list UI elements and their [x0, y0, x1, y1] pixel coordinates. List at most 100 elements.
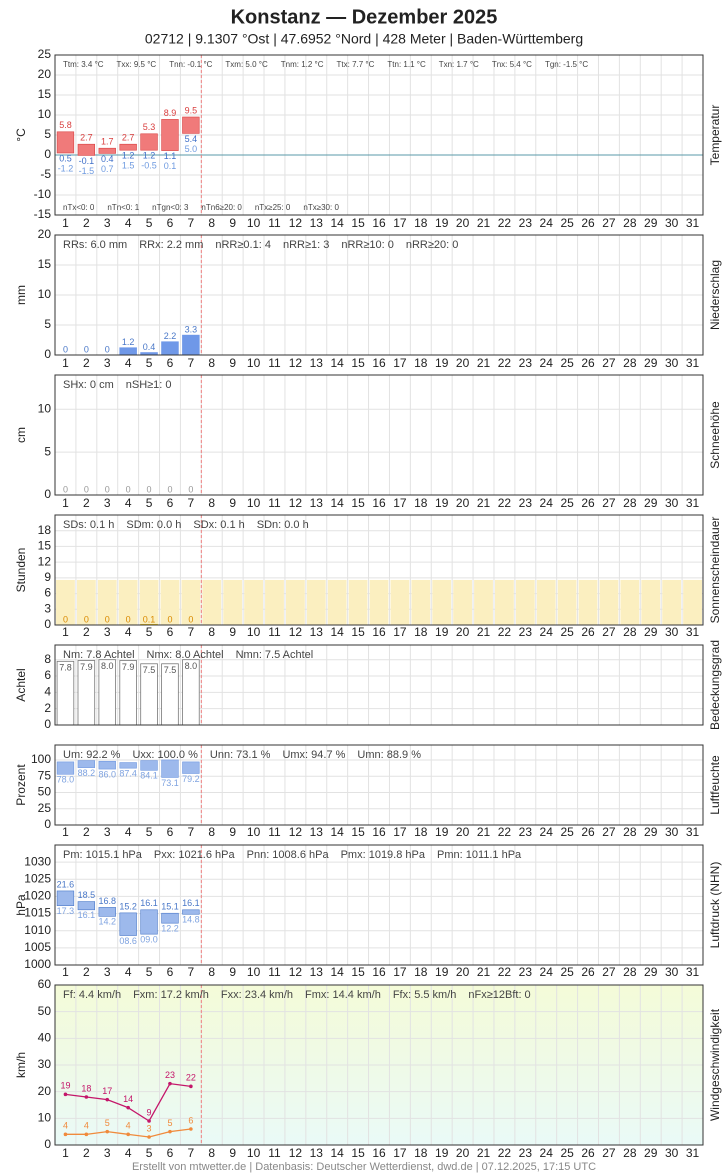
x-tick-label: 29 — [644, 965, 658, 979]
x-tick-label: 20 — [456, 496, 470, 510]
y-tick-label: 4 — [44, 685, 51, 699]
possible-bar — [662, 579, 682, 625]
x-tick-label: 18 — [414, 216, 428, 230]
x-tick-label: 3 — [104, 1146, 111, 1160]
x-tick-label: 27 — [602, 216, 616, 230]
stat: SDx: 0.1 h — [193, 519, 244, 531]
x-tick-label: 26 — [581, 625, 595, 639]
y-tick-label: 2 — [44, 701, 51, 715]
x-tick-label: 20 — [456, 356, 470, 370]
x-tick-label: 21 — [477, 216, 491, 230]
x-tick-label: 3 — [104, 496, 111, 510]
x-tick-label: 17 — [393, 825, 407, 839]
possible-bar — [348, 579, 368, 625]
x-tick-label: 9 — [229, 216, 236, 230]
y-tick-label: 1030 — [24, 854, 51, 868]
panel-border — [54, 374, 704, 496]
value-label: 0 — [126, 614, 131, 624]
y-tick-label: 15 — [38, 257, 52, 271]
x-tick-label: 4 — [125, 625, 132, 639]
x-tick-label: 21 — [477, 625, 491, 639]
stat: Tnx: 5.4 °C — [492, 60, 532, 69]
y-tick-label: 20 — [38, 67, 52, 81]
x-tick-label: 12 — [289, 825, 303, 839]
range-bar — [182, 909, 200, 915]
x-tick-label: 8 — [208, 1146, 215, 1160]
range-bar — [98, 147, 116, 154]
stat: Umx: 94.7 % — [282, 749, 345, 761]
x-tick-label: 6 — [167, 356, 174, 370]
x-tick-label: 5 — [146, 216, 153, 230]
x-tick-label: 15 — [351, 1146, 365, 1160]
y-tick-label: 1025 — [24, 871, 51, 885]
x-tick-label: 12 — [289, 496, 303, 510]
x-tick-label: 16 — [372, 1146, 386, 1160]
x-tick-label: 24 — [540, 825, 554, 839]
stat: RRx: 2.2 mm — [139, 239, 203, 251]
x-tick-label: 5 — [146, 825, 153, 839]
y-tick-label: 40 — [38, 1031, 52, 1045]
x-tick-label: 20 — [456, 625, 470, 639]
y-tick-label: 75 — [38, 768, 52, 782]
y-tick-label: 0 — [44, 617, 51, 631]
stat: Pmx: 1019.8 hPa — [341, 849, 426, 861]
x-tick-label: 7 — [188, 825, 195, 839]
x-tick-label: 10 — [247, 965, 261, 979]
y-tick-label: 0 — [44, 717, 51, 731]
x-tick-label: 8 — [208, 216, 215, 230]
y-tick-label: 10 — [38, 107, 52, 121]
range-bar — [182, 761, 200, 774]
x-tick-label: 18 — [414, 825, 428, 839]
y-tick-label: 25 — [38, 801, 52, 815]
value-label: 17 — [102, 1086, 112, 1096]
panel-border — [54, 54, 704, 216]
x-tick-label: 25 — [560, 965, 574, 979]
x-tick-label: 1 — [62, 356, 69, 370]
x-tick-label: 18 — [414, 356, 428, 370]
y-axis-label: Prozent — [14, 764, 28, 806]
x-tick-label: 29 — [644, 825, 658, 839]
x-tick-label: 3 — [104, 825, 111, 839]
x-tick-label: 2 — [83, 1146, 90, 1160]
value-label: 0 — [167, 614, 172, 624]
stat: Nmn: 7.5 Achtel — [236, 649, 314, 661]
y-tick-label: 100 — [31, 752, 51, 766]
x-tick-label: 22 — [498, 496, 512, 510]
possible-bar — [306, 579, 326, 625]
x-tick-label: 13 — [310, 356, 324, 370]
stat: nRR≥20: 0 — [406, 239, 459, 251]
value-label: 14.8 — [182, 915, 200, 925]
x-tick-label: 11 — [268, 1146, 281, 1160]
x-tick-label: 30 — [665, 965, 679, 979]
x-tick-label: 9 — [229, 965, 236, 979]
x-tick-label: 28 — [623, 496, 637, 510]
panel-border — [54, 234, 704, 356]
x-tick-label: 11 — [268, 625, 281, 639]
x-tick-label: 18 — [414, 965, 428, 979]
value-label: 1.5 — [122, 161, 135, 171]
y-tick-label: 5 — [44, 444, 51, 458]
x-tick-label: 3 — [104, 216, 111, 230]
point — [147, 1119, 151, 1123]
x-tick-label: 6 — [167, 496, 174, 510]
bar — [161, 341, 179, 356]
stat: RRs: 6.0 mm — [63, 239, 127, 251]
possible-bar — [118, 579, 138, 625]
value-label: -1.2 — [58, 163, 74, 173]
side-label: Bedeckungsgrad — [708, 640, 722, 730]
possible-bar — [160, 579, 180, 625]
stat: nSH≥1: 0 — [126, 379, 172, 391]
y-tick-label: 1010 — [24, 923, 51, 937]
x-tick-label: 4 — [125, 496, 132, 510]
y-tick-label: 3 — [44, 601, 51, 615]
y-tick-label: 0 — [44, 347, 51, 361]
side-label: Niederschlag — [708, 260, 722, 330]
y-tick-label: 10 — [38, 401, 52, 415]
y-tick-label: 1020 — [24, 889, 51, 903]
value-label: 84.1 — [140, 771, 158, 781]
range-bar — [161, 912, 179, 924]
value-label: 7.9 — [80, 662, 93, 672]
possible-bar — [411, 579, 431, 625]
possible-bar — [327, 579, 347, 625]
x-tick-label: 28 — [623, 965, 637, 979]
